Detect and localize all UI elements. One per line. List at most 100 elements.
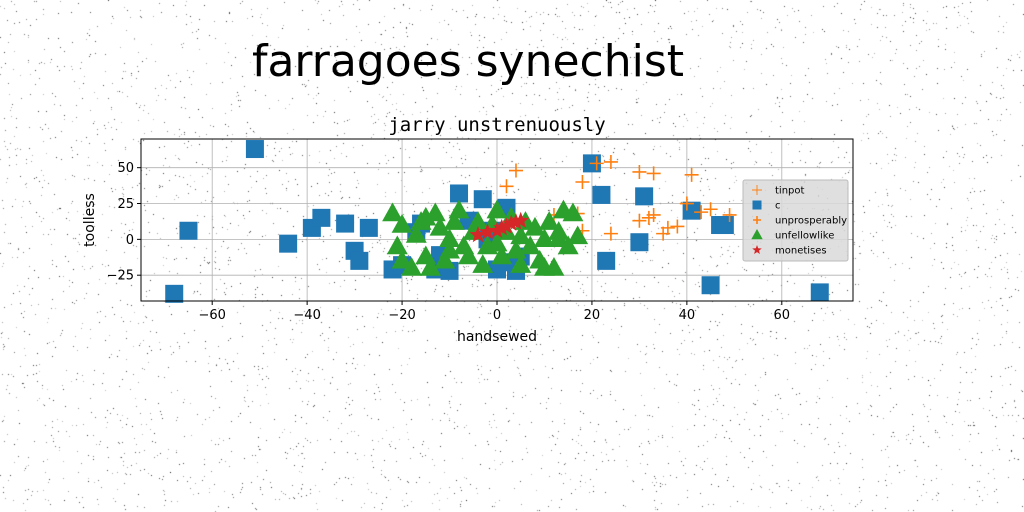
y-tick-label: −25 <box>107 269 134 284</box>
data-point <box>486 199 508 219</box>
data-point <box>632 213 647 228</box>
data-point <box>646 207 661 222</box>
data-point <box>562 202 584 222</box>
data-point <box>635 187 654 206</box>
data-point <box>336 214 355 233</box>
data-point <box>512 211 530 228</box>
data-point <box>684 167 699 182</box>
legend-marker <box>752 245 762 254</box>
data-point <box>510 254 532 273</box>
data-point <box>538 211 560 230</box>
data-point <box>488 221 506 238</box>
data-point <box>534 257 555 276</box>
data-point <box>179 221 198 240</box>
legend-label: c <box>775 201 781 212</box>
data-point <box>701 276 720 295</box>
data-point <box>386 235 408 255</box>
y-tick-label: 50 <box>117 161 134 176</box>
data-point <box>703 202 718 217</box>
data-point <box>497 217 516 234</box>
data-point <box>488 260 506 279</box>
data-point <box>165 284 184 303</box>
data-point <box>350 251 369 270</box>
data-point <box>382 202 404 222</box>
data-point <box>557 235 579 255</box>
data-point <box>694 205 709 220</box>
x-tick-label: 40 <box>679 308 696 323</box>
data-point <box>486 232 508 252</box>
data-point <box>670 219 685 234</box>
data-point <box>279 234 298 253</box>
x-tick-label: −20 <box>388 308 415 323</box>
data-point <box>401 257 423 276</box>
chart-title: jarry unstrenuously <box>388 114 605 136</box>
data-point <box>567 225 589 245</box>
legend-label: unfellowlike <box>775 231 834 242</box>
data-point <box>603 154 618 169</box>
legend-label: tinpot <box>775 186 805 197</box>
data-point <box>448 199 470 219</box>
data-point <box>473 190 492 209</box>
data-point <box>660 220 675 235</box>
data-point <box>245 140 264 159</box>
x-tick-label: −60 <box>198 308 225 323</box>
x-tick-label: −40 <box>293 308 320 323</box>
data-point <box>810 283 829 302</box>
data-point <box>405 224 427 243</box>
data-point <box>682 201 701 220</box>
data-point <box>443 211 465 230</box>
data-layer <box>165 140 829 303</box>
data-point <box>472 254 494 273</box>
data-point <box>478 223 497 240</box>
data-point <box>589 156 604 171</box>
figure-suptitle: farragoes synechist <box>251 36 685 87</box>
data-point <box>510 225 532 245</box>
data-point <box>722 207 737 222</box>
data-point <box>458 245 479 265</box>
data-point <box>597 251 616 270</box>
data-point <box>502 214 520 231</box>
data-point <box>439 239 460 259</box>
legend-marker <box>752 200 762 210</box>
legend-label: monetises <box>775 246 827 257</box>
data-point <box>467 211 489 230</box>
data-point <box>592 185 611 204</box>
data-point <box>415 206 437 226</box>
data-point <box>646 166 661 181</box>
data-point <box>491 245 513 265</box>
x-tick-label: 60 <box>774 308 791 323</box>
x-axis-label: handsewed <box>457 329 537 345</box>
data-point <box>499 179 514 194</box>
data-point <box>630 233 649 252</box>
data-point <box>548 228 570 248</box>
data-point <box>429 216 451 236</box>
legend: tinpot c unprosperably unfellowlike monetise… <box>742 179 849 262</box>
data-point <box>603 226 618 241</box>
data-point <box>312 208 331 227</box>
data-point <box>439 228 460 248</box>
data-point <box>420 257 441 276</box>
x-tick-label: 0 <box>493 308 501 323</box>
data-point <box>359 218 378 237</box>
data-point <box>632 164 647 179</box>
data-point <box>575 175 590 190</box>
data-point <box>493 218 511 236</box>
legend-marker <box>751 229 763 240</box>
data-point <box>469 226 487 243</box>
tick-layer: −60 −40 −20 0 20 40 60 −25 0 25 50 <box>107 161 791 323</box>
data-point <box>534 228 555 248</box>
y-tick-label: 25 <box>117 197 134 212</box>
legend-box <box>742 179 849 262</box>
data-point <box>679 196 694 211</box>
y-tick-label: 0 <box>126 233 134 248</box>
data-point <box>391 214 413 233</box>
data-point <box>507 213 525 230</box>
legend-label: unprosperably <box>775 216 847 227</box>
data-point <box>450 184 469 203</box>
x-tick-label: 20 <box>584 308 601 323</box>
legend-marker <box>752 185 762 195</box>
data-point <box>715 216 734 235</box>
legend-marker <box>753 216 761 224</box>
data-point <box>508 163 523 178</box>
